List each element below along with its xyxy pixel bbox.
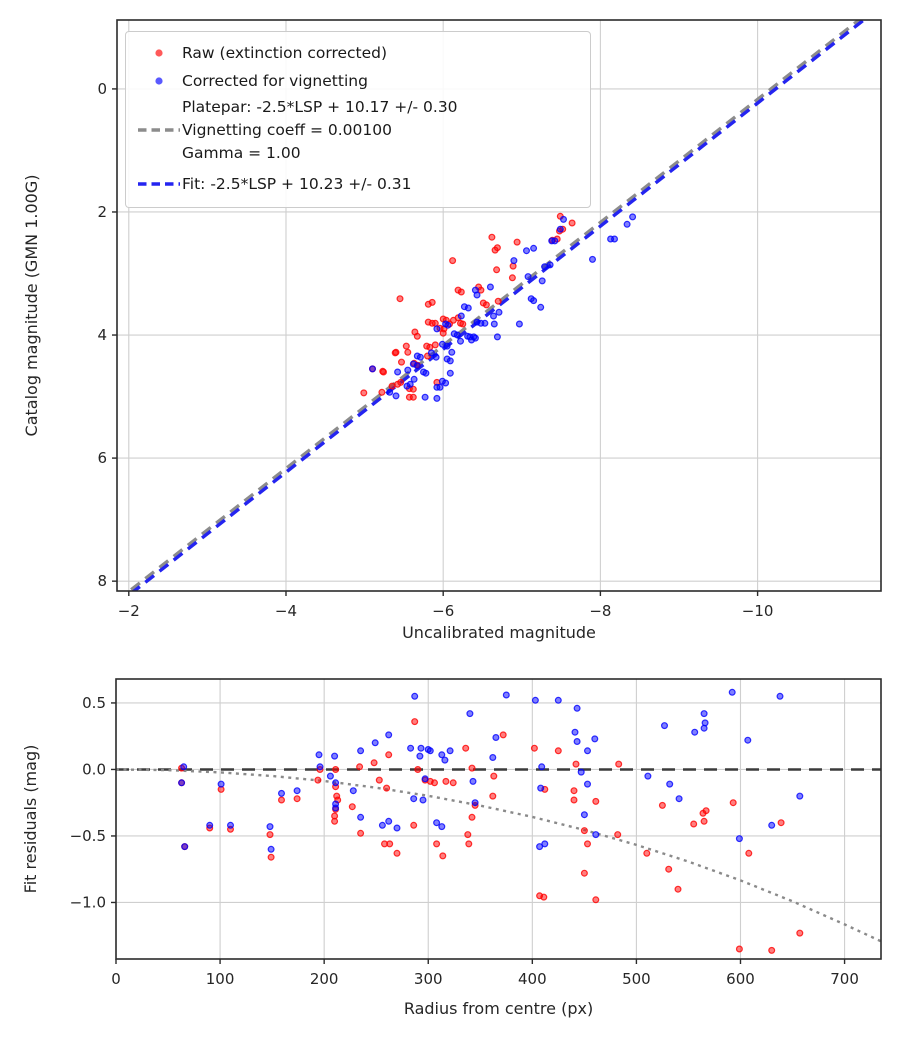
x-tick-label: −2 — [118, 602, 140, 620]
fit-lines — [116, 768, 881, 943]
plot-border — [116, 19, 882, 592]
y-tick-label: 0.5 — [82, 694, 106, 712]
axis-tick-labels: 0 100 200 300 400 500 600 700 0.5 0.0 −0.5 −1.0 — [70, 694, 859, 988]
y-tick-label: −1.0 — [70, 893, 106, 911]
y-tick-label: 0.0 — [82, 760, 106, 778]
axis-ticks — [112, 88, 759, 596]
x-tick-label: −10 — [742, 602, 774, 620]
x-tick-label: −8 — [589, 602, 611, 620]
legend-corrected-label: Corrected for vignetting — [182, 71, 368, 90]
x-tick-label: 600 — [726, 970, 755, 988]
legend-platepar-line2: Vignetting coeff = 0.00100 — [182, 120, 392, 139]
y-tick-label: 8 — [97, 572, 107, 590]
y-axis-label: Fit residuals (mag) — [21, 745, 40, 894]
legend-row-fit: Fit: -2.5*LSP + 10.23 +/- 0.31 — [136, 171, 584, 197]
raw-points — [178, 718, 804, 954]
y-tick-label: 0 — [97, 80, 107, 98]
y-tick-label: 4 — [97, 326, 107, 344]
legend: Raw (extinction corrected) Corrected for… — [125, 31, 591, 208]
axis-ticks — [111, 702, 846, 964]
x-tick-label: 500 — [622, 970, 651, 988]
bottom-chart-fit-residuals: 0 100 200 300 400 500 600 700 0.5 0.0 −0.5 −1.0 Radi… — [21, 678, 882, 1018]
x-tick-label: −6 — [432, 602, 454, 620]
legend-row-corrected: Corrected for vignetting — [136, 68, 584, 94]
legend-fit-label: Fit: -2.5*LSP + 10.23 +/- 0.31 — [182, 174, 412, 193]
legend-row-platepar: Platepar: -2.5*LSP + 10.17 +/- 0.30 Vign… — [136, 95, 584, 165]
axis-tick-labels: −2 −4 −6 −8 −10 0 2 4 6 8 — [97, 80, 773, 620]
x-tick-label: 200 — [310, 970, 339, 988]
y-tick-label: −0.5 — [70, 827, 106, 845]
corrected-points — [178, 688, 804, 853]
x-tick-label: 400 — [518, 970, 547, 988]
legend-platepar-line3: Gamma = 1.00 — [182, 143, 301, 162]
y-tick-label: 6 — [97, 449, 107, 467]
grid — [115, 679, 881, 959]
legend-raw-label: Raw (extinction corrected) — [182, 43, 388, 62]
x-tick-label: 300 — [414, 970, 443, 988]
x-tick-label: 100 — [206, 970, 235, 988]
x-tick-label: 700 — [830, 970, 859, 988]
legend-platepar-line1: Platepar: -2.5*LSP + 10.17 +/- 0.30 — [182, 97, 458, 116]
legend-row-raw: Raw (extinction corrected) — [136, 40, 584, 66]
vignetting-curve — [116, 768, 881, 943]
corrected-points — [369, 213, 637, 402]
x-axis-label: Radius from centre (px) — [404, 999, 593, 1018]
x-tick-label: 0 — [111, 970, 121, 988]
x-axis-label: Uncalibrated magnitude — [402, 623, 596, 642]
x-tick-label: −4 — [275, 602, 297, 620]
plot-border — [115, 678, 882, 960]
y-tick-label: 2 — [97, 203, 107, 221]
y-axis-label: Catalog magnitude (GMN 1.00G) — [22, 175, 41, 437]
